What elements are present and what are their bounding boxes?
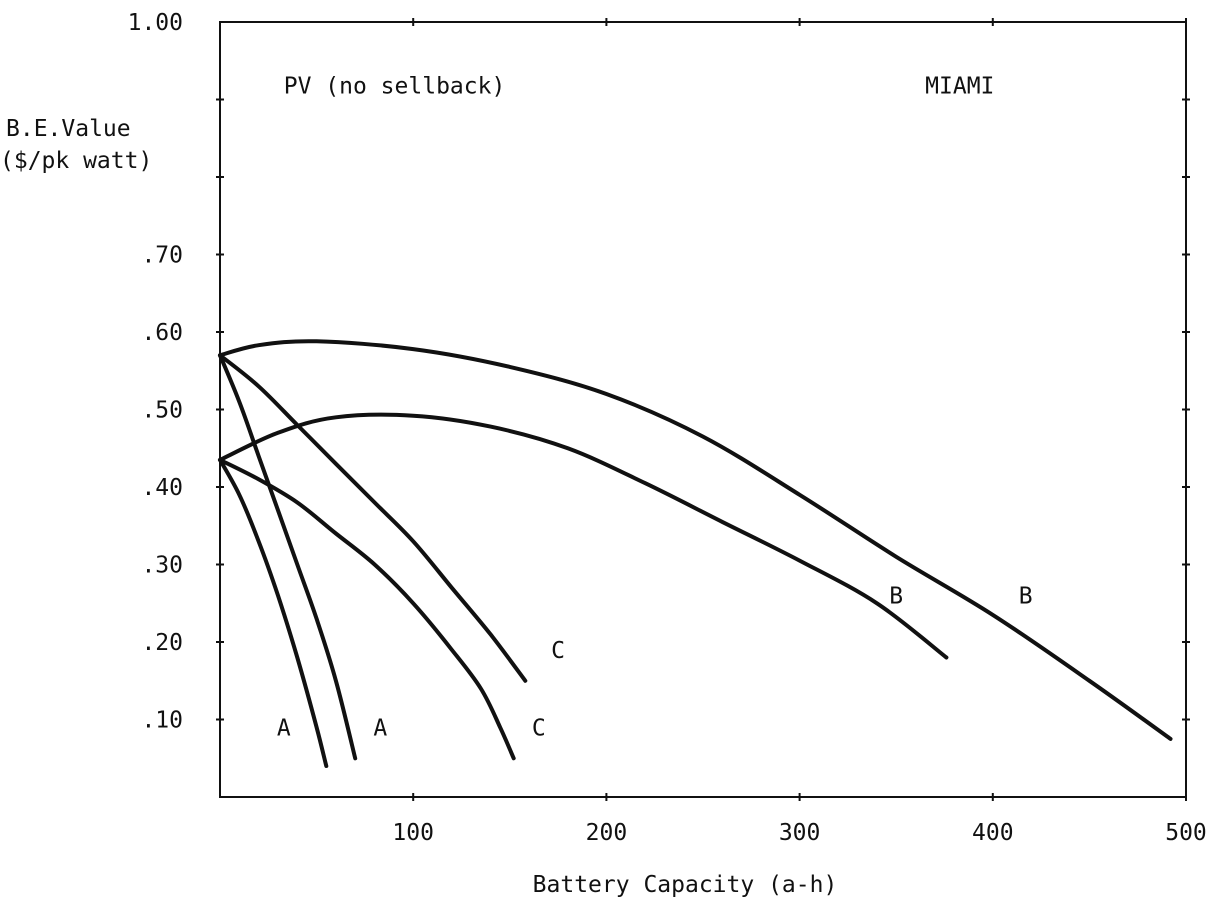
y-tick-label: .70	[141, 243, 183, 269]
y-tick-label: .40	[141, 475, 183, 501]
x-axis-title: Battery Capacity (a-h)	[533, 872, 838, 898]
annotation-0: PV (no sellback)	[284, 74, 506, 100]
series-line-a-1	[218, 353, 358, 761]
series-label-a: A	[373, 715, 387, 741]
y-axis-ticks: .10 .20 .30 .40 .50 .60 .70 1.00	[128, 10, 1190, 734]
series-labels: A A C C B B	[277, 584, 1033, 742]
series-line-a-0	[218, 457, 329, 768]
x-tick-label: 100	[392, 820, 434, 846]
y-axis-title-line1: B.E.Value	[6, 116, 131, 142]
x-axis-ticks: 100 200 300 400 500	[392, 18, 1207, 846]
series-label-a: A	[277, 715, 291, 741]
y-tick-label: .60	[141, 320, 183, 346]
x-tick-label: 300	[779, 820, 821, 846]
x-tick-label: 200	[586, 820, 628, 846]
y-tick-label: .50	[141, 398, 183, 424]
x-tick-label: 400	[972, 820, 1014, 846]
y-tick-label: .20	[141, 630, 183, 656]
y-axis-title-line2: ($/pk watt)	[0, 148, 152, 174]
series-line-c-2	[218, 457, 516, 761]
annotation-1: MIAMI	[925, 74, 994, 100]
series-line-b-5	[218, 339, 1173, 741]
series-label-c: C	[532, 715, 546, 741]
series-line-b-4	[218, 412, 949, 660]
series-label-b: B	[1019, 584, 1033, 610]
series-label-c: C	[551, 638, 565, 664]
y-tick-label: .30	[141, 553, 183, 579]
y-tick-label: .10	[141, 708, 183, 734]
x-tick-label: 500	[1165, 820, 1207, 846]
series-line-c-3	[218, 353, 528, 683]
series-group	[218, 339, 1173, 768]
annotations: PV (no sellback) MIAMI	[284, 74, 995, 100]
y-tick-label: 1.00	[128, 10, 183, 36]
series-label-b: B	[889, 584, 903, 610]
plot-frame	[219, 21, 1187, 798]
